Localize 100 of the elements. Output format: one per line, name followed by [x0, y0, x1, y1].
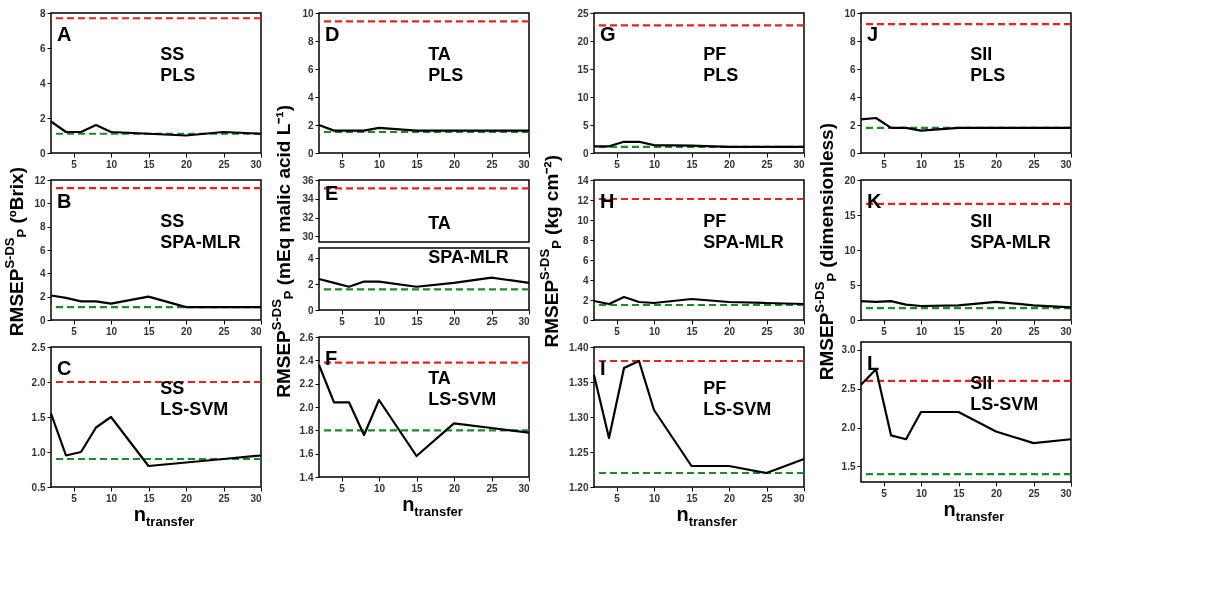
- x-tick-label: 30: [1060, 158, 1072, 170]
- y-tick-label: 1.30: [568, 411, 589, 423]
- y-tick-label: 1.40: [568, 341, 589, 353]
- y-tick-label: 0: [40, 147, 47, 159]
- x-tick-label: 30: [793, 158, 805, 170]
- y-tick-label: 4: [40, 267, 47, 279]
- y-tick-label: 1.20: [568, 481, 589, 493]
- x-tick-label: 15: [953, 487, 965, 499]
- x-tick-label: 5: [614, 325, 620, 337]
- y-tick-label: 0: [40, 314, 47, 326]
- x-tick-label: 15: [953, 158, 965, 170]
- x-tick-label: 25: [486, 482, 499, 494]
- x-tick-label: 15: [411, 482, 424, 494]
- y-tick-label: 3.0: [841, 344, 856, 356]
- x-axis-title: n$_{transfer}$: [942, 498, 1006, 524]
- y-tick-label: 4: [849, 91, 856, 103]
- annotation: PLS: [428, 65, 464, 85]
- y-tick-label: 0: [849, 314, 856, 326]
- x-tick-label: 5: [881, 158, 888, 170]
- y-tick-label: 36: [302, 174, 315, 186]
- annotation: PLS: [970, 65, 1006, 85]
- x-tick-label: 25: [486, 158, 499, 170]
- x-tick-label: 30: [793, 325, 805, 337]
- annotation: SPA-MLR: [970, 232, 1051, 252]
- y-tick-label: 10: [302, 7, 315, 19]
- x-tick-label: 5: [71, 158, 78, 170]
- y-tick-label: 6: [308, 63, 315, 75]
- annotation: L: [866, 352, 880, 374]
- y-tick-label: 5: [582, 119, 589, 131]
- y-tick-label: 1.25: [568, 446, 589, 458]
- x-tick-label: 5: [614, 158, 620, 170]
- x-tick-label: 5: [71, 492, 78, 504]
- y-tick-label: 0.5: [31, 481, 47, 493]
- x-tick-label: 25: [761, 158, 773, 170]
- x-tick-label: 5: [339, 158, 346, 170]
- y-tick-label: 8: [40, 221, 47, 233]
- y-tick-label: 6: [40, 42, 47, 54]
- x-tick-label: 15: [686, 158, 698, 170]
- annotation: LS-SVM: [702, 399, 771, 419]
- x-tick-label: 10: [374, 482, 386, 494]
- x-tick-label: 20: [181, 492, 193, 504]
- annotation: LS-SVM: [428, 389, 497, 409]
- x-tick-label: 10: [106, 325, 118, 337]
- annotation: E: [325, 182, 339, 204]
- annotation: C: [57, 357, 72, 379]
- x-tick-label: 20: [449, 315, 461, 327]
- annotation: D: [325, 23, 340, 45]
- annotation: A: [57, 23, 72, 45]
- y-tick-label: 2.0: [841, 422, 856, 434]
- y-tick-label: 20: [844, 174, 856, 186]
- x-tick-label: 5: [339, 315, 346, 327]
- x-tick-label: 20: [990, 487, 1003, 499]
- y-tick-label: 15: [844, 209, 856, 221]
- y-tick-label: 2.0: [300, 401, 315, 413]
- y-tick-label: 10: [844, 244, 856, 256]
- y-tick-label: 30: [302, 230, 315, 242]
- x-tick-label: 30: [250, 158, 263, 170]
- annotation: TA: [428, 213, 452, 233]
- x-tick-label: 25: [1028, 487, 1040, 499]
- x-tick-label: 30: [250, 492, 263, 504]
- annotation: J: [866, 23, 879, 45]
- x-tick-label: 20: [990, 158, 1003, 170]
- annotation: B: [57, 190, 72, 212]
- annotation: PF: [702, 378, 726, 398]
- x-tick-label: 10: [648, 325, 661, 337]
- y-tick-label: 6: [40, 244, 47, 256]
- x-axis-title: n$_{transfer}$: [401, 493, 464, 519]
- y-tick-label: 12: [34, 174, 47, 186]
- annotation: SII: [970, 44, 993, 64]
- x-axis-title: n$_{transfer}$: [132, 503, 196, 529]
- x-tick-label: 25: [761, 492, 773, 504]
- x-tick-label: 25: [218, 158, 231, 170]
- x-tick-label: 30: [250, 325, 263, 337]
- y-tick-label: 15: [577, 63, 589, 75]
- y-tick-label: 0: [582, 314, 589, 326]
- y-tick-label: 0: [308, 304, 315, 316]
- x-tick-label: 10: [915, 158, 928, 170]
- y-tick-label: 6: [582, 254, 589, 266]
- x-tick-label: 30: [518, 482, 531, 494]
- annotation: PF: [702, 44, 726, 64]
- y-tick-label: 8: [308, 35, 315, 47]
- y-tick-label: 1.5: [31, 411, 47, 423]
- y-tick-label: 0: [582, 147, 589, 159]
- y-tick-label: 2.5: [31, 341, 47, 353]
- x-tick-label: 10: [915, 325, 928, 337]
- y-tick-label: 1.8: [300, 424, 315, 436]
- x-tick-label: 10: [106, 492, 118, 504]
- y-tick-label: 2.2: [300, 378, 315, 390]
- y-tick-label: 4: [308, 252, 315, 264]
- x-tick-label: 20: [723, 492, 736, 504]
- y-tick-label: 5: [849, 279, 856, 291]
- x-tick-label: 20: [990, 325, 1003, 337]
- x-tick-label: 30: [518, 315, 531, 327]
- y-tick-label: 32: [302, 212, 315, 224]
- annotation: G: [599, 23, 616, 45]
- y-tick-label: 2.6: [300, 331, 315, 343]
- y-tick-label: 2: [40, 291, 47, 303]
- x-tick-label: 20: [723, 158, 736, 170]
- y-tick-label: 8: [40, 7, 47, 19]
- y-tick-label: 1.35: [568, 376, 589, 388]
